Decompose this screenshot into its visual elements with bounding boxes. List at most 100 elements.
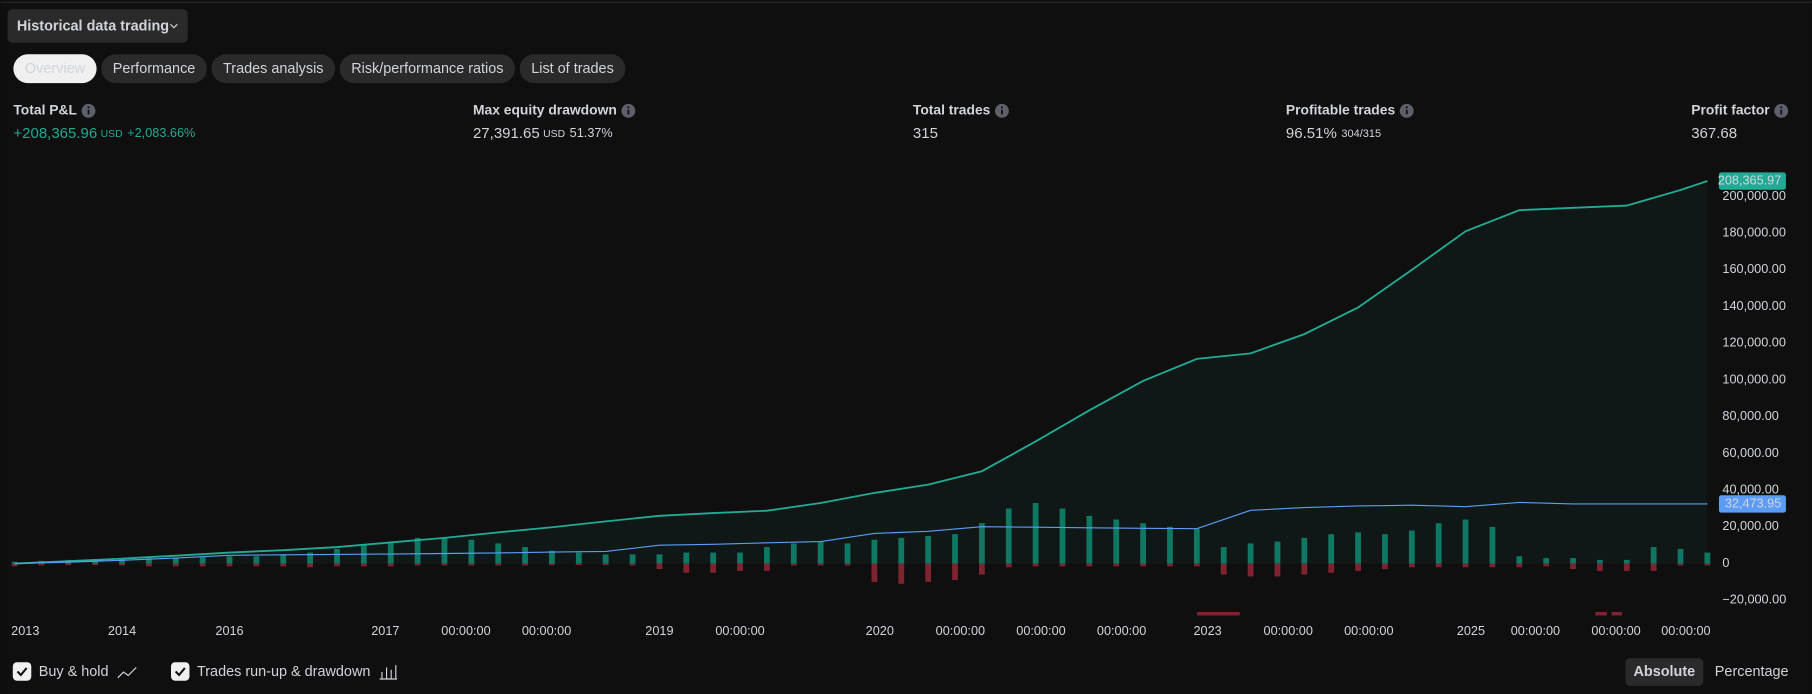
run-up-bar [952,534,958,564]
drawdown-bar [764,563,770,571]
run-up-bar [387,541,394,564]
checkbox[interactable] [12,662,32,681]
checkbox[interactable] [171,662,190,681]
run-up-bar [1489,526,1496,564]
info-icon-dot [627,106,630,109]
drawdown-bar [844,563,851,566]
stat-label: Profitable trades [1286,102,1396,118]
run-up-bar [1193,528,1200,564]
run-up-bar [334,548,340,564]
run-up-bar [1005,508,1012,564]
run-up-bar [280,554,287,564]
drawdown-bar [1005,563,1012,568]
drawdown-bar [1032,563,1039,567]
y-tick-label: −20,000.00 [1722,593,1786,607]
dropdown[interactable] [7,9,188,43]
tab-label: List of trades [531,61,614,77]
drawdown-bar [92,563,99,566]
x-tick-label: 2019 [645,624,673,638]
tab-label: Overview [25,61,86,77]
mode-label: Absolute [1633,664,1695,680]
run-up-bar [683,552,690,564]
drawdown-bar [1140,563,1146,567]
run-up-bar [1435,523,1442,564]
run-up-bar [629,554,636,564]
drawdown-bar [441,563,448,566]
tab[interactable] [339,54,516,84]
marker [1196,612,1240,616]
drawdown-bar [522,563,528,566]
drawdown-bar [1543,563,1550,567]
run-up-bar [1570,558,1576,564]
drawdown-bar [1355,563,1361,571]
drawdown-bar [1220,563,1227,575]
run-up-bar [1543,558,1550,564]
x-tick-label: 00:00:00 [1661,624,1710,638]
x-tick-label: 2017 [371,624,399,638]
x-tick-label: 00:00:00 [715,624,764,638]
run-up-bar [1355,532,1361,564]
run-up-bar [978,523,985,564]
drawdown-bar [1328,563,1335,573]
run-up-bar [817,541,824,564]
y-tick-label: 200,000.00 [1722,189,1785,203]
drawdown-bar [1086,563,1093,567]
info-icon-dot [1405,106,1408,109]
drawdown-bar [11,563,18,567]
line-icon [117,667,137,679]
tab-label: Trades analysis [223,61,323,77]
run-up-bar [575,552,582,564]
run-up-bar [764,547,770,564]
drawdown-bar [898,563,905,584]
x-tick-label: 2014 [108,624,136,638]
legend-label: Trades run-up & drawdown [197,664,370,680]
value-label: 208,365.97 [1718,173,1781,187]
legend-label: Buy & hold [39,664,109,680]
drawdown-bar [1489,563,1496,568]
run-up-bar [522,547,528,564]
line [14,501,1708,565]
x-tick-label: 00:00:00 [1591,624,1640,638]
stat-number: 367.68 [1691,125,1737,142]
x-tick-label: 00:00:00 [1264,624,1313,638]
run-up-bar [1247,543,1254,564]
drawdown-bar [38,563,45,566]
tab[interactable] [101,54,207,84]
run-up-bar [253,556,260,564]
x-tick-label: 00:00:00 [441,624,490,638]
tab[interactable] [211,54,336,84]
stat-label: Max equity drawdown [473,102,617,118]
run-up-bar [119,558,125,564]
tab[interactable] [519,54,626,84]
drawdown-bar [1301,563,1308,575]
run-up-bar [710,552,717,564]
drawdown-bar [146,563,152,567]
drawdown-bar [952,563,958,581]
drawdown-bar [1462,563,1469,568]
drawdown-bar [1193,563,1200,567]
x-tick-label: 00:00:00 [1344,624,1393,638]
drawdown-bar [226,563,233,567]
mode-button[interactable] [1625,658,1704,686]
info-icon-dot [1780,109,1783,115]
drawdown-bar [334,563,340,567]
run-up-bar [307,552,314,564]
run-up-bar [1650,547,1657,564]
value-label-box [1718,172,1786,190]
drawdown-bar [468,563,475,566]
info-icon-dot [1780,106,1783,109]
equity-area [14,181,1708,564]
run-up-bar [549,550,555,564]
stat-value: +208,365.96 USD +2,083.66% [13,125,195,142]
run-up-bar [1113,519,1120,564]
tab[interactable] [13,54,97,84]
y-tick-label: 120,000.00 [1722,336,1785,350]
drawdown-bar [978,563,985,575]
drawdown-bar [65,563,72,566]
run-up-bar [172,558,179,564]
drawdown-bar [280,563,287,567]
run-up-bar [1032,502,1039,564]
drawdown-bar [1516,563,1523,568]
x-tick-label: 00:00:00 [522,624,571,638]
run-up-bar [226,556,233,564]
